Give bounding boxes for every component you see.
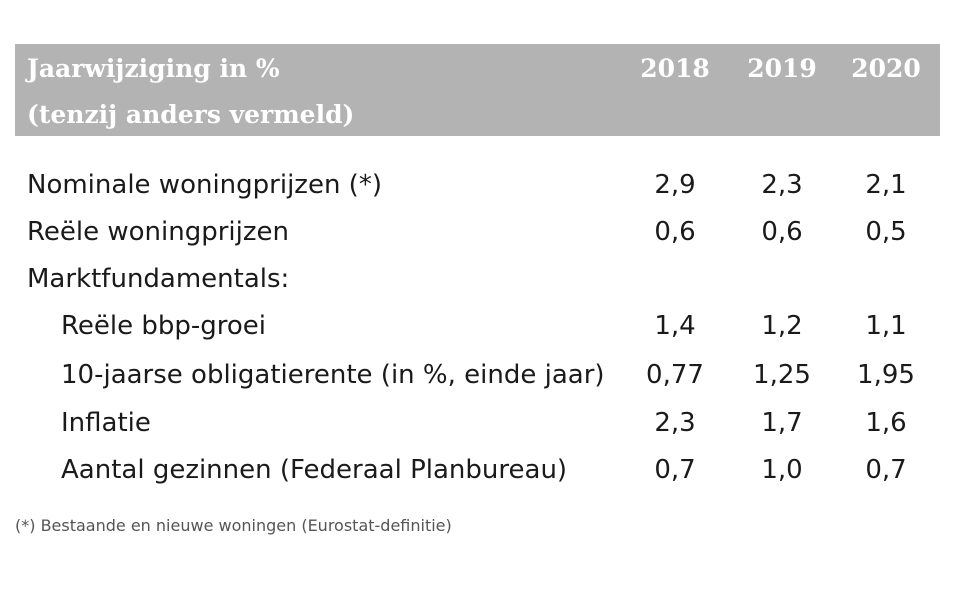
header-year-2020: 2020	[851, 54, 921, 83]
table-header: Jaarwijziging in % (tenzij anders vermel…	[15, 44, 940, 136]
row-value-2020: 1,1	[865, 311, 907, 341]
row-label: Inflatie	[61, 408, 151, 438]
section-label: Marktfundamentals:	[27, 264, 290, 294]
row-value-2019: 1,7	[761, 408, 803, 438]
row-value-2019: 1,2	[761, 311, 803, 341]
row-value-2019: 1,0	[761, 455, 803, 485]
header-year-2018: 2018	[640, 54, 710, 83]
header-title-line1: Jaarwijziging in %	[27, 54, 280, 83]
row-value-2020: 0,5	[865, 217, 907, 247]
table-row-gdp-growth: Reële bbp-groei 1,4 1,2 1,1	[15, 303, 940, 349]
row-label: 10-jaarse obligatierente (in %, einde ja…	[61, 360, 605, 390]
table-row-nominal-prices: Nominale woningprijzen (*) 2,9 2,3 2,1	[15, 162, 940, 208]
footnote: (*) Bestaande en nieuwe woningen (Eurost…	[15, 516, 452, 535]
row-value-2018: 0,7	[654, 455, 696, 485]
row-value-2019: 1,25	[753, 360, 811, 390]
table-row-bond-yield: 10-jaarse obligatierente (in %, einde ja…	[15, 352, 940, 398]
row-value-2018: 0,6	[654, 217, 696, 247]
row-value-2018: 0,77	[646, 360, 704, 390]
row-value-2019: 0,6	[761, 217, 803, 247]
housing-forecast-table: Jaarwijziging in % (tenzij anders vermel…	[15, 44, 940, 485]
row-label: Aantal gezinnen (Federaal Planbureau)	[61, 455, 568, 485]
row-value-2020: 1,95	[857, 360, 915, 390]
row-value-2019: 2,3	[761, 170, 803, 200]
row-value-2018: 1,4	[654, 311, 696, 341]
row-label: Reële woningprijzen	[27, 217, 289, 247]
table-row-section-fundamentals: Marktfundamentals:	[15, 256, 940, 302]
row-label: Nominale woningprijzen (*)	[27, 170, 382, 200]
row-label: Reële bbp-groei	[61, 311, 267, 341]
header-year-2019: 2019	[747, 54, 817, 83]
header-title-line2: (tenzij anders vermeld)	[27, 100, 355, 129]
table-row-real-prices: Reële woningprijzen 0,6 0,6 0,5	[15, 209, 940, 255]
row-value-2018: 2,9	[654, 170, 696, 200]
row-value-2018: 2,3	[654, 408, 696, 438]
row-value-2020: 2,1	[865, 170, 907, 200]
row-value-2020: 1,6	[865, 408, 907, 438]
row-value-2020: 0,7	[865, 455, 907, 485]
table-row-households: Aantal gezinnen (Federaal Planbureau) 0,…	[15, 447, 940, 493]
table-row-inflation: Inflatie 2,3 1,7 1,6	[15, 400, 940, 446]
